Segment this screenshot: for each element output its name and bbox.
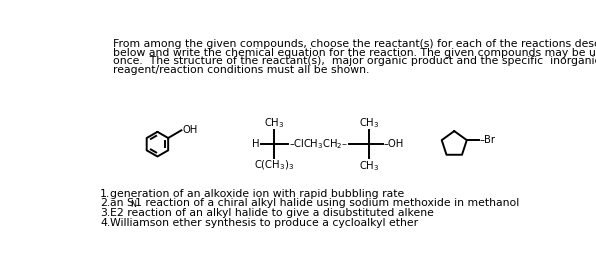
Text: N: N — [130, 200, 136, 209]
Text: –OH: –OH — [384, 139, 404, 149]
Text: an S: an S — [110, 198, 134, 208]
Text: –Br: –Br — [480, 135, 496, 145]
Text: 3.: 3. — [100, 208, 110, 218]
Text: C(CH$_3$)$_3$: C(CH$_3$)$_3$ — [254, 159, 294, 172]
Text: 2.: 2. — [100, 198, 110, 208]
Text: 4.: 4. — [100, 218, 110, 228]
Text: generation of an alkoxide ion with rapid bubbling rate: generation of an alkoxide ion with rapid… — [110, 189, 405, 199]
Text: once.  The structure of the reactant(s),  major organic product and the specific: once. The structure of the reactant(s), … — [113, 56, 596, 66]
Text: reagent/reaction conditions must all be shown.: reagent/reaction conditions must all be … — [113, 65, 370, 75]
Text: CH$_3$: CH$_3$ — [264, 116, 285, 130]
Text: –Cl: –Cl — [289, 139, 304, 149]
Text: CH$_3$CH$_2$–: CH$_3$CH$_2$– — [303, 137, 348, 151]
Text: CH$_3$: CH$_3$ — [359, 116, 379, 130]
Text: From among the given compounds, choose the reactant(s) for each of the reactions: From among the given compounds, choose t… — [113, 39, 596, 49]
Text: E2 reaction of an alkyl halide to give a disubstituted alkene: E2 reaction of an alkyl halide to give a… — [110, 208, 434, 218]
Text: below and write the chemical equation for the reaction. The given compounds may : below and write the chemical equation fo… — [113, 47, 596, 57]
Text: H: H — [252, 139, 260, 149]
Text: 1 reaction of a chiral alkyl halide using sodium methoxide in methanol: 1 reaction of a chiral alkyl halide usin… — [135, 198, 519, 208]
Text: Williamson ether synthesis to produce a cycloalkyl ether: Williamson ether synthesis to produce a … — [110, 218, 418, 228]
Text: CH$_3$: CH$_3$ — [359, 159, 379, 173]
Text: 1.: 1. — [100, 189, 110, 199]
Text: OH: OH — [182, 125, 197, 135]
